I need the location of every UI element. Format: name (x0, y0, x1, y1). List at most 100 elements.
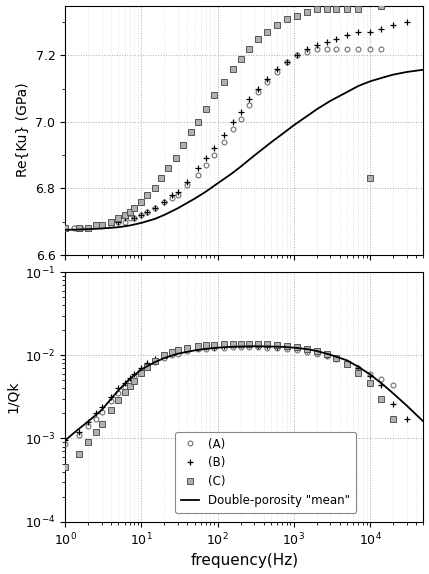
Line: (C): (C) (62, 341, 396, 470)
(B) (116, 385, 121, 392)
(A) (175, 350, 180, 357)
(A) (247, 344, 252, 351)
Double-porosity "mean" (421, 418, 426, 425)
(B) (275, 343, 280, 350)
Double-porosity "mean" (291, 344, 296, 351)
(C) (368, 380, 373, 387)
(A) (238, 344, 243, 351)
(C) (344, 361, 350, 368)
Double-porosity "mean" (404, 402, 409, 409)
Double-porosity "mean" (116, 387, 121, 394)
(A) (122, 383, 127, 390)
Double-porosity "mean" (162, 355, 167, 362)
(A) (63, 441, 68, 448)
(A) (324, 352, 329, 359)
(A) (275, 345, 280, 352)
(C) (145, 363, 150, 370)
(B) (294, 345, 299, 352)
Double-porosity "mean" (109, 395, 114, 402)
(C) (109, 406, 114, 413)
(A) (294, 347, 299, 354)
(C) (221, 341, 226, 348)
(B) (284, 344, 289, 351)
(B) (203, 343, 208, 350)
(A) (265, 344, 270, 351)
Double-porosity "mean" (390, 390, 396, 397)
(B) (231, 342, 236, 349)
(C) (169, 349, 174, 356)
(C) (275, 342, 280, 348)
Double-porosity "mean" (344, 357, 350, 364)
(B) (356, 365, 361, 372)
(C) (314, 348, 320, 355)
(C) (139, 369, 144, 376)
(A) (99, 408, 104, 415)
(B) (145, 360, 150, 367)
(C) (390, 416, 396, 423)
Double-porosity "mean" (76, 425, 81, 432)
(A) (305, 348, 310, 355)
(A) (109, 398, 114, 405)
(B) (162, 352, 167, 359)
(A) (169, 352, 174, 359)
Double-porosity "mean" (269, 343, 274, 350)
(B) (247, 342, 252, 349)
(C) (379, 395, 384, 402)
(B) (265, 343, 270, 350)
(A) (131, 374, 136, 381)
(C) (99, 420, 104, 427)
(B) (185, 346, 190, 352)
(A) (379, 375, 384, 382)
(B) (368, 373, 373, 379)
(B) (334, 355, 339, 362)
Double-porosity "mean" (63, 437, 68, 444)
(C) (356, 369, 361, 376)
(B) (344, 359, 350, 366)
(B) (390, 401, 396, 408)
(C) (238, 340, 243, 347)
(C) (294, 344, 299, 351)
(A) (116, 390, 121, 397)
Line: (A): (A) (63, 344, 396, 447)
(A) (344, 360, 350, 367)
(A) (231, 344, 236, 351)
(C) (152, 358, 157, 364)
(B) (127, 374, 132, 381)
(C) (76, 451, 81, 457)
(B) (221, 343, 226, 350)
Double-porosity "mean" (85, 418, 91, 425)
(C) (175, 347, 180, 354)
(C) (122, 389, 127, 395)
(C) (185, 344, 190, 351)
(B) (152, 356, 157, 363)
(C) (131, 378, 136, 385)
(A) (185, 348, 190, 355)
(A) (211, 345, 217, 352)
(A) (203, 346, 208, 352)
(C) (231, 340, 236, 347)
(B) (63, 437, 68, 444)
Double-porosity "mean" (238, 343, 243, 350)
(A) (139, 367, 144, 374)
(B) (122, 379, 127, 386)
(A) (334, 356, 339, 363)
X-axis label: frequency(Hz): frequency(Hz) (190, 553, 299, 568)
(A) (256, 344, 261, 351)
(A) (221, 344, 226, 351)
(A) (145, 363, 150, 370)
Double-porosity "mean" (215, 344, 220, 351)
(A) (85, 423, 91, 430)
(B) (238, 342, 243, 349)
(C) (195, 343, 200, 350)
(A) (127, 378, 132, 385)
Y-axis label: Re{Ku} (GPa): Re{Ku} (GPa) (16, 83, 30, 177)
(C) (247, 340, 252, 347)
(A) (284, 346, 289, 352)
Double-porosity "mean" (314, 348, 320, 355)
(B) (109, 393, 114, 400)
(B) (93, 410, 98, 417)
(B) (324, 351, 329, 358)
(C) (256, 340, 261, 347)
Line: Double-porosity "mean": Double-porosity "mean" (65, 346, 423, 440)
(B) (256, 342, 261, 349)
